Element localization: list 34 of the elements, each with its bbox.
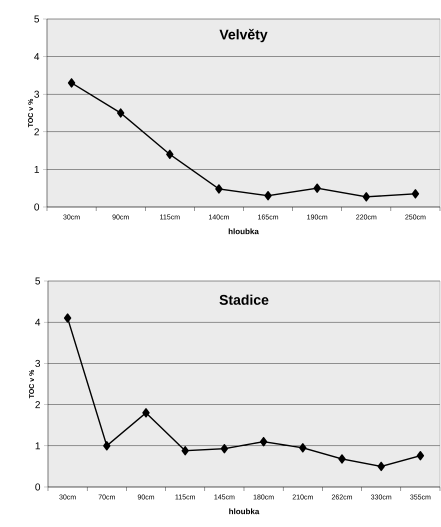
point <box>299 443 306 453</box>
y-tick-label: 2 <box>34 128 39 136</box>
point <box>416 450 424 460</box>
point <box>64 313 72 323</box>
point <box>68 78 76 88</box>
y-tick-label: 3 <box>34 90 40 98</box>
point <box>181 446 189 456</box>
point <box>412 189 420 199</box>
point <box>103 441 110 450</box>
point <box>338 454 346 464</box>
y-tick-label: 5 <box>35 278 40 284</box>
point <box>142 408 150 418</box>
y-tick-label: 0 <box>34 203 40 211</box>
point <box>362 192 370 202</box>
point <box>166 150 174 160</box>
y-tick-label: 1 <box>36 442 40 450</box>
point <box>313 184 321 193</box>
y-tick-label: 3 <box>35 360 40 367</box>
point <box>260 436 268 446</box>
y-tick-label: 0 <box>35 483 40 491</box>
x-axis-title: hloubka <box>229 508 260 514</box>
y-tick-label: 5 <box>34 16 40 22</box>
y-tick-label: 1 <box>34 166 39 173</box>
text: Stadice <box>220 294 268 305</box>
y-tick-label: 2 <box>35 401 40 408</box>
point <box>116 108 124 118</box>
point <box>377 462 385 472</box>
y-tick-label: 4 <box>35 318 40 326</box>
point <box>264 191 272 200</box>
point <box>220 444 228 454</box>
point <box>215 184 223 194</box>
x-axis-title: hloubka <box>228 228 259 234</box>
text: Velvěty <box>219 28 268 42</box>
y-tick-label: 4 <box>34 53 40 60</box>
